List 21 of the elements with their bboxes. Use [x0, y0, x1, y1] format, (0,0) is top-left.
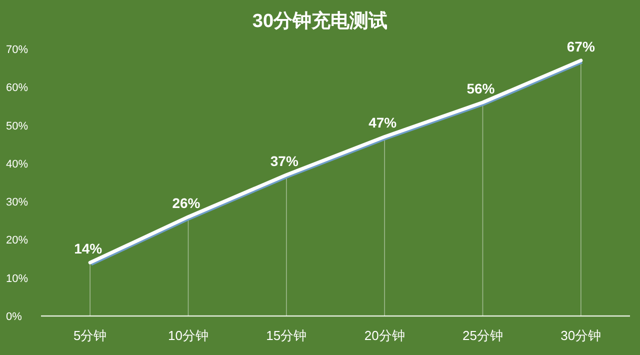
x-tick-label: 10分钟 [168, 328, 208, 343]
text: 37% [270, 152, 298, 169]
x-tick-label: 25分钟 [462, 328, 503, 343]
text: 67% [566, 38, 595, 54]
y-tick-label: 60% [6, 82, 28, 94]
y-tick-label: 30% [6, 196, 28, 209]
text: 14% [74, 240, 102, 257]
text: 47% [368, 114, 397, 131]
x-tick-label: 15分钟 [266, 328, 307, 343]
x-tick-label: 30分钟 [560, 328, 602, 343]
x-tick-label: 20分钟 [364, 328, 405, 343]
text: 26% [172, 194, 200, 211]
y-tick-label: 0% [6, 311, 22, 323]
y-tick-label: 70% [6, 44, 28, 56]
y-tick-label: 20% [6, 234, 28, 247]
text: 56% [466, 80, 495, 96]
x-tick-label: 5分钟 [73, 328, 107, 343]
y-tick-label: 50% [6, 120, 28, 132]
y-tick-label: 40% [6, 158, 28, 170]
y-tick-label: 10% [6, 272, 28, 285]
chart-title: 30分钟充电测试 [252, 10, 388, 32]
